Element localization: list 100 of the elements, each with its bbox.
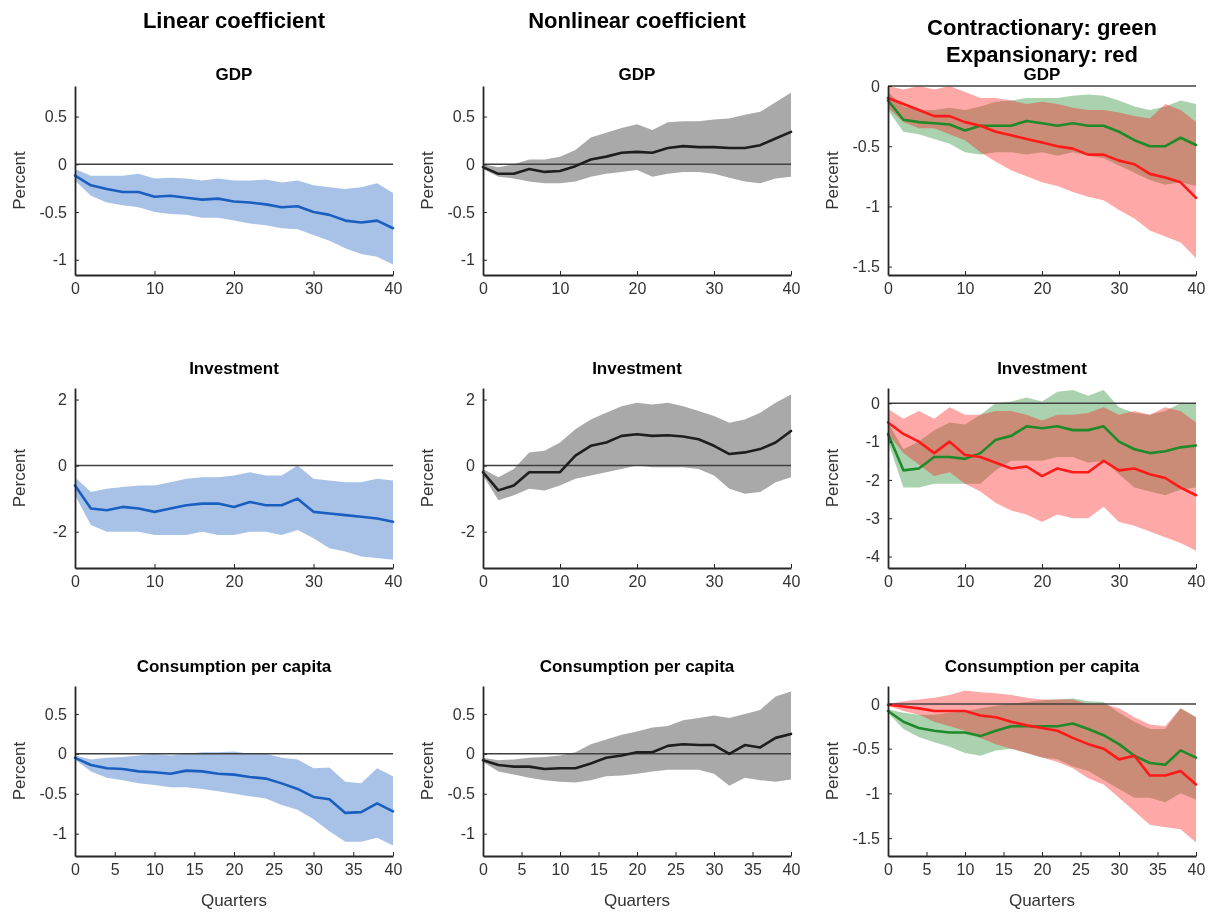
x-tick-label: 25 <box>667 861 685 879</box>
chart-title: Investment <box>189 359 280 378</box>
x-tick-label: 20 <box>225 573 244 591</box>
y-tick-label: -1.5 <box>852 829 881 847</box>
line-series <box>886 99 1198 148</box>
y-tick-label: 2 <box>466 391 476 409</box>
x-tick-label: 30 <box>1110 280 1129 298</box>
y-axis-title: Percent <box>823 150 842 210</box>
x-axis-title: Quarters <box>1008 891 1076 910</box>
x-tick-label: 25 <box>1072 861 1090 879</box>
chart-title: Investment <box>997 359 1088 378</box>
chart-title: Consumption per capita <box>944 657 1140 676</box>
x-tick-label: 0 <box>479 861 489 879</box>
y-tick-label: 0 <box>58 457 68 475</box>
x-tick-label: 40 <box>782 280 801 298</box>
x-tick-label: 10 <box>551 573 570 591</box>
x-tick-label: 30 <box>705 861 724 879</box>
x-tick-label: 40 <box>1187 280 1206 298</box>
x-tick-label: 40 <box>384 280 403 298</box>
x-tick-label: 40 <box>384 573 403 591</box>
line-series <box>73 756 395 815</box>
y-axis-title: Percent <box>418 741 437 801</box>
chart-title: Nonlinear coefficient <box>528 8 747 33</box>
x-tick-label: 15 <box>995 861 1013 879</box>
y-tick-label: 0 <box>466 745 476 763</box>
x-tick-label: 10 <box>956 573 975 591</box>
x-tick-label: 40 <box>782 573 801 591</box>
y-tick-label: 0 <box>466 155 476 173</box>
x-tick-label: 35 <box>1149 861 1167 879</box>
chart-subtitle: GDP <box>1023 65 1061 84</box>
x-tick-label: 10 <box>956 861 975 879</box>
line-series <box>886 709 1198 767</box>
line-series <box>886 425 1198 472</box>
line-series <box>886 703 1198 786</box>
y-tick-label: -0.5 <box>852 740 881 758</box>
y-axis-title: Percent <box>10 150 29 210</box>
x-tick-label: 30 <box>305 280 323 298</box>
x-tick-label: 25 <box>265 861 284 879</box>
line-series <box>73 484 395 524</box>
y-tick-label: -4 <box>865 548 881 566</box>
x-tick-label: 20 <box>1033 861 1052 879</box>
y-tick-label: -0.5 <box>39 785 68 803</box>
chart-title: Investment <box>592 359 683 378</box>
x-axis-title: Quarters <box>200 891 268 910</box>
x-tick-label: 35 <box>744 861 762 879</box>
y-tick-label: -0.5 <box>447 203 476 221</box>
x-tick-label: 0 <box>71 573 81 591</box>
x-tick-label: 15 <box>590 861 608 879</box>
y-tick-label: 0.5 <box>452 705 476 723</box>
x-tick-label: 30 <box>1110 573 1129 591</box>
line-series <box>73 174 395 230</box>
y-axis-title: Percent <box>10 741 29 801</box>
x-tick-label: 10 <box>146 573 164 591</box>
x-tick-label: 0 <box>479 280 489 298</box>
y-tick-label: -2 <box>460 523 476 541</box>
x-tick-label: 10 <box>956 280 975 298</box>
y-tick-label: -1 <box>865 784 881 802</box>
x-tick-label: 20 <box>628 573 647 591</box>
y-tick-label: -3 <box>865 509 881 527</box>
y-axis-title: Percent <box>418 150 437 210</box>
x-tick-label: 10 <box>146 861 164 879</box>
y-tick-label: -1 <box>865 433 881 451</box>
x-tick-label: 0 <box>71 280 81 298</box>
y-axis-title: Percent <box>418 448 437 508</box>
chart-title: Consumption per capita <box>539 657 735 676</box>
y-tick-label: 0 <box>871 394 881 412</box>
y-tick-label: 0 <box>58 745 68 763</box>
x-tick-label: 20 <box>1033 573 1052 591</box>
x-tick-label: 0 <box>884 573 894 591</box>
chart-subtitle: GDP <box>618 65 656 84</box>
y-axis-title: Percent <box>10 448 29 508</box>
y-tick-label: -0.5 <box>39 203 68 221</box>
x-tick-label: 40 <box>1187 573 1206 591</box>
line-series <box>886 421 1198 497</box>
y-tick-label: -1 <box>460 251 476 269</box>
chart-title: Consumption per capita <box>136 657 332 676</box>
x-tick-label: 30 <box>305 573 323 591</box>
line-series <box>886 96 1198 200</box>
x-tick-label: 10 <box>551 861 570 879</box>
x-tick-label: 10 <box>551 280 570 298</box>
y-tick-label: -1 <box>865 198 881 215</box>
x-tick-label: 0 <box>71 861 81 879</box>
x-tick-label: 40 <box>384 861 403 879</box>
y-tick-label: -2 <box>865 471 881 489</box>
y-tick-label: 0 <box>466 457 476 475</box>
y-tick-label: 0.5 <box>44 705 68 723</box>
x-tick-label: 20 <box>628 861 647 879</box>
y-tick-label: 0.5 <box>452 108 476 126</box>
x-tick-label: 10 <box>146 280 164 298</box>
x-tick-label: 0 <box>884 861 894 879</box>
x-tick-label: 15 <box>185 861 204 879</box>
chart-title: Contractionary: green Expansionary: red <box>927 15 1157 67</box>
y-tick-label: -0.5 <box>852 137 881 155</box>
x-tick-label: 5 <box>922 861 932 879</box>
chart-title: Linear coefficient <box>142 8 326 33</box>
y-tick-label: 0 <box>58 155 68 173</box>
y-tick-label: 2 <box>58 391 68 409</box>
x-tick-label: 0 <box>479 573 489 591</box>
y-tick-label: -1 <box>460 825 476 843</box>
y-tick-label: -0.5 <box>447 785 476 803</box>
